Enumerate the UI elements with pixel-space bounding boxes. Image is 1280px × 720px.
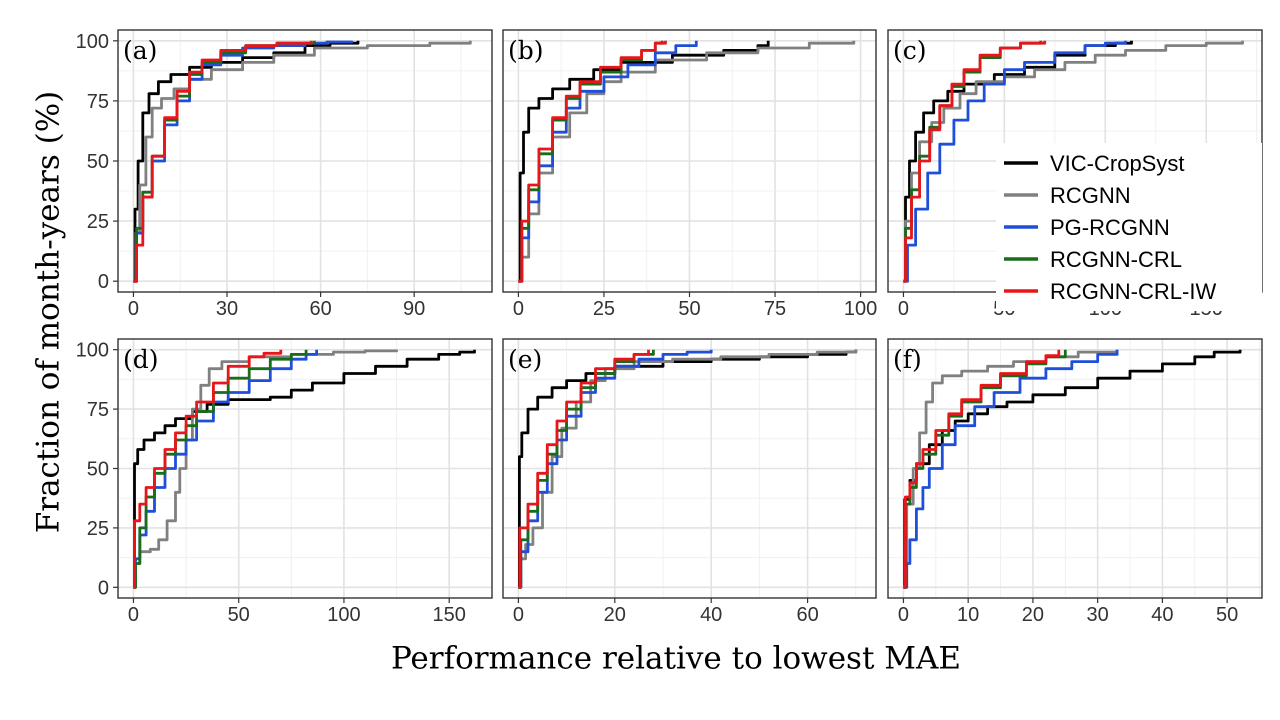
y-tick-label: 25 [87, 211, 109, 233]
y-tick-label: 100 [76, 31, 109, 53]
chart-panels: 03060900255075100(a)0255075100(b)0501001… [76, 29, 1263, 626]
x-tick-label: 100 [844, 298, 877, 320]
x-tick-label: 50 [1216, 604, 1238, 626]
panel-label: (b) [508, 36, 544, 65]
x-tick-label: 20 [1022, 604, 1044, 626]
panel-label: (e) [508, 345, 542, 374]
panel-label: (d) [123, 345, 159, 374]
legend-item: RCGNN-CRL [1004, 247, 1182, 272]
x-tick-label: 100 [327, 604, 360, 626]
legend-item: RCGNN-CRL-IW [1004, 279, 1216, 304]
legend-label: RCGNN-CRL [1050, 247, 1182, 272]
series-line-rcgnn-crl-iw [518, 40, 667, 283]
x-tick-label: 0 [128, 604, 139, 626]
series-line-rcgnn [518, 40, 856, 283]
y-tick-label: 25 [87, 518, 109, 540]
x-tick-label: 10 [957, 604, 979, 626]
panel-border [502, 338, 877, 599]
y-tick-label: 50 [87, 459, 109, 481]
x-tick-label: 0 [898, 298, 909, 320]
series-line-rcgnn-crl-iw [518, 349, 650, 589]
legend-label: VIC-CropSyst [1050, 151, 1184, 176]
x-tick-label: 30 [1087, 604, 1109, 626]
x-tick-label: 40 [1151, 604, 1173, 626]
x-tick-label: 75 [764, 298, 786, 320]
x-tick-label: 0 [513, 298, 524, 320]
panel-b: 0 25 50 75 100 (b) [502, 29, 877, 320]
y-tick-label: 75 [87, 91, 109, 113]
panel-label: (c) [893, 36, 927, 65]
x-axis-title: Performance relative to lowest MAE [391, 641, 961, 677]
x-tick-label: 50 [228, 604, 250, 626]
legend-item: PG-RCGNN [1004, 215, 1170, 240]
legend: VIC-CropSyst RCGNN PG-RCGNN RCGNN-CRL RCGNN-… [996, 143, 1262, 311]
legend-background [996, 143, 1262, 311]
x-tick-label: 30 [216, 298, 238, 320]
panel-label: (a) [123, 36, 157, 65]
legend-item: VIC-CropSyst [1004, 151, 1184, 176]
x-tick-label: 20 [604, 604, 626, 626]
x-tick-label: 150 [433, 604, 466, 626]
legend-label: RCGNN-CRL-IW [1050, 279, 1216, 304]
legend-label: PG-RCGNN [1050, 215, 1170, 240]
y-axis-title: Fraction of month-years (%) [31, 91, 67, 534]
legend-label: RCGNN [1050, 183, 1131, 208]
series-line-vic-cropsyst [518, 40, 770, 283]
legend-item: RCGNN [1004, 183, 1131, 208]
panel-d: 0 50 100 150 0 25 50 75 100 (d) [76, 338, 493, 626]
x-tick-label: 0 [128, 298, 139, 320]
panel-label: (f) [893, 345, 922, 374]
y-tick-label: 0 [98, 271, 109, 293]
series-line-vic-cropsyst [518, 349, 858, 589]
series-line-rcgnn-crl-iw [133, 40, 313, 283]
series-line-rcgnn-crl-iw [903, 40, 1047, 283]
series-line-pg-rcgnn [133, 349, 318, 589]
panel-f: 0 10 20 30 40 50 (f) [887, 338, 1263, 626]
x-tick-label: 0 [898, 604, 909, 626]
panel-border [887, 338, 1263, 599]
x-tick-label: 60 [309, 298, 331, 320]
y-tick-label: 75 [87, 399, 109, 421]
x-tick-label: 25 [593, 298, 615, 320]
x-tick-label: 60 [796, 604, 818, 626]
x-tick-label: 0 [513, 604, 524, 626]
x-tick-label: 50 [678, 298, 700, 320]
series-line-rcgnn-crl-iw [133, 349, 283, 589]
series-line-pg-rcgnn [903, 40, 1127, 283]
series-line-rcgnn [518, 349, 858, 589]
y-tick-label: 100 [76, 340, 109, 362]
series-line-vic-cropsyst [133, 349, 476, 589]
series-line-pg-rcgnn [903, 349, 1119, 589]
x-tick-label: 90 [403, 298, 425, 320]
y-tick-label: 50 [87, 151, 109, 173]
panel-e: 0 20 40 60 (e) [502, 338, 877, 626]
y-tick-label: 0 [98, 577, 109, 599]
series-line-pg-rcgnn [518, 349, 713, 589]
series-line-rcgnn-crl-iw [903, 349, 1061, 589]
x-tick-label: 40 [700, 604, 722, 626]
panel-a: 0 30 60 90 0 25 50 75 100 (a) [76, 29, 493, 320]
